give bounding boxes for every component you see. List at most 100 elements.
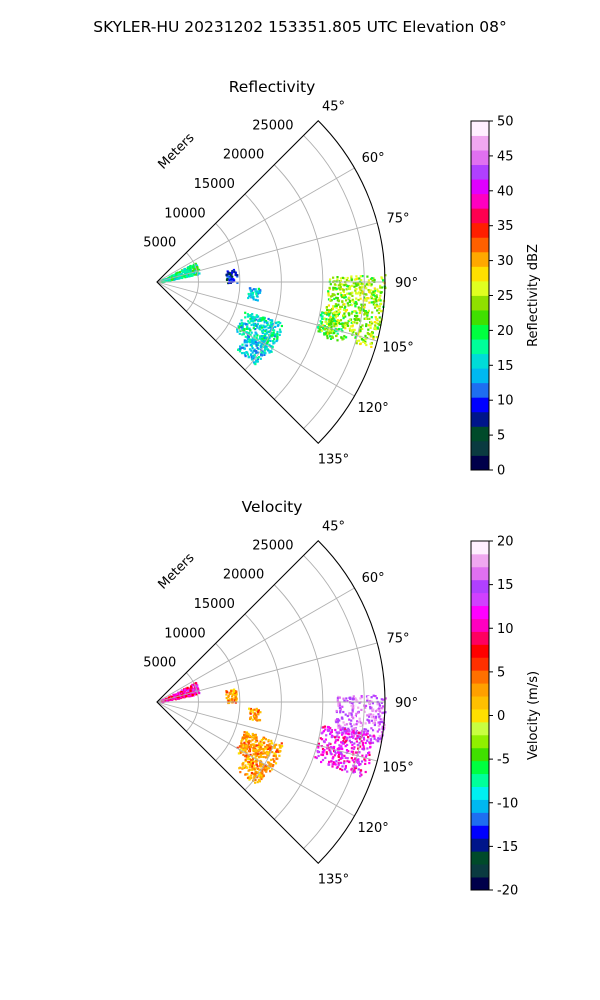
echo-gate bbox=[362, 745, 365, 748]
echo-gate bbox=[357, 747, 360, 750]
echo-gate bbox=[363, 303, 366, 306]
echo-gate bbox=[252, 753, 255, 756]
azimuth-spoke bbox=[156, 281, 378, 342]
echo-gate bbox=[324, 738, 327, 741]
echo-gate bbox=[240, 324, 243, 327]
colorbar-swatch bbox=[471, 411, 489, 427]
echo-gate bbox=[252, 319, 255, 322]
echo-gate bbox=[361, 327, 364, 330]
echo-gate bbox=[250, 769, 253, 772]
azimuth-spoke bbox=[156, 642, 378, 703]
echo-gate bbox=[243, 353, 247, 356]
echo-gate bbox=[341, 765, 344, 768]
echo-gate bbox=[354, 289, 357, 292]
echo-gate bbox=[365, 733, 368, 736]
echo-gate bbox=[356, 761, 359, 765]
echo-gate bbox=[255, 754, 258, 757]
echo-gate bbox=[191, 689, 194, 692]
echo-gate bbox=[355, 311, 358, 314]
echo-gate bbox=[321, 747, 325, 751]
echo-gate bbox=[252, 288, 255, 291]
echo-gate bbox=[324, 332, 327, 335]
echo-gate bbox=[260, 738, 263, 742]
echo-gate bbox=[343, 735, 347, 738]
echo-gate bbox=[260, 319, 263, 322]
echo-gate bbox=[317, 754, 320, 758]
azimuth-tick-label: 60° bbox=[362, 151, 385, 166]
echo-gate bbox=[330, 325, 333, 328]
azimuth-tick-label: 120° bbox=[357, 821, 388, 836]
echo-gate bbox=[235, 699, 238, 702]
colorbar-swatch bbox=[471, 135, 489, 151]
echo-gate bbox=[360, 303, 363, 306]
echo-gate bbox=[188, 690, 191, 693]
echo-gate bbox=[378, 704, 381, 707]
echo-gate bbox=[350, 719, 353, 722]
echo-gate bbox=[269, 339, 272, 342]
echo-gate bbox=[234, 273, 237, 276]
echo-gate bbox=[327, 726, 331, 729]
colorbar-swatch bbox=[471, 657, 489, 671]
echo-gate bbox=[261, 326, 264, 329]
echo-gate bbox=[277, 321, 280, 324]
echo-gate bbox=[266, 752, 269, 755]
echo-gate bbox=[254, 288, 257, 291]
echo-gate bbox=[264, 747, 267, 750]
echo-gate bbox=[249, 287, 252, 290]
echo-gate bbox=[276, 337, 279, 340]
echo-gate bbox=[330, 734, 334, 737]
echo-gate bbox=[256, 299, 259, 302]
echo-gate bbox=[332, 276, 335, 279]
echo-gate bbox=[328, 763, 331, 766]
echo-gate bbox=[240, 740, 243, 743]
echo-gate bbox=[256, 323, 259, 326]
echo-gate bbox=[245, 751, 248, 754]
echo-gate bbox=[196, 686, 199, 689]
echo-gate bbox=[249, 746, 253, 749]
echo-gate bbox=[329, 315, 332, 318]
echo-gate bbox=[369, 324, 372, 327]
echo-gate bbox=[339, 280, 342, 283]
echo-gate bbox=[257, 287, 260, 290]
echo-gate bbox=[372, 694, 375, 697]
echo-gate bbox=[364, 334, 367, 337]
echo-gate bbox=[364, 762, 367, 765]
echo-gate bbox=[229, 273, 232, 276]
echo-gate bbox=[375, 300, 378, 303]
echo-gate bbox=[336, 339, 339, 342]
echo-gate bbox=[264, 338, 267, 341]
echo-gate bbox=[344, 310, 347, 313]
echo-gate bbox=[341, 754, 344, 757]
echo-gate bbox=[379, 286, 382, 289]
echo-gate bbox=[372, 708, 375, 711]
echo-gate bbox=[368, 721, 371, 724]
echo-gate bbox=[348, 712, 351, 715]
echo-gate bbox=[356, 292, 359, 295]
echo-gate bbox=[331, 757, 334, 760]
echo-gate bbox=[353, 770, 356, 773]
echo-gate bbox=[248, 758, 251, 761]
echo-gate bbox=[331, 765, 334, 768]
echo-gate bbox=[350, 275, 353, 278]
echo-gate bbox=[353, 310, 356, 313]
echo-gate bbox=[362, 736, 365, 739]
echo-gate bbox=[350, 725, 353, 728]
echo-gate bbox=[370, 277, 374, 280]
echo-gate bbox=[251, 764, 254, 767]
echo-gate bbox=[380, 737, 383, 740]
echo-gate bbox=[270, 328, 273, 331]
colorbar-swatch bbox=[471, 208, 489, 224]
echo-gate bbox=[266, 747, 269, 751]
azimuth-spoke bbox=[156, 701, 355, 817]
echo-gate bbox=[339, 277, 343, 280]
colorbar-swatch bbox=[471, 670, 489, 684]
echo-gate bbox=[278, 328, 282, 331]
echo-gate bbox=[353, 746, 356, 749]
echo-gate bbox=[379, 740, 382, 743]
echo-gate bbox=[374, 695, 377, 698]
echo-gate bbox=[374, 718, 378, 721]
echo-gate bbox=[378, 707, 381, 710]
echo-gate bbox=[247, 335, 250, 338]
echo-gate bbox=[250, 345, 254, 348]
echo-gate bbox=[253, 712, 256, 715]
